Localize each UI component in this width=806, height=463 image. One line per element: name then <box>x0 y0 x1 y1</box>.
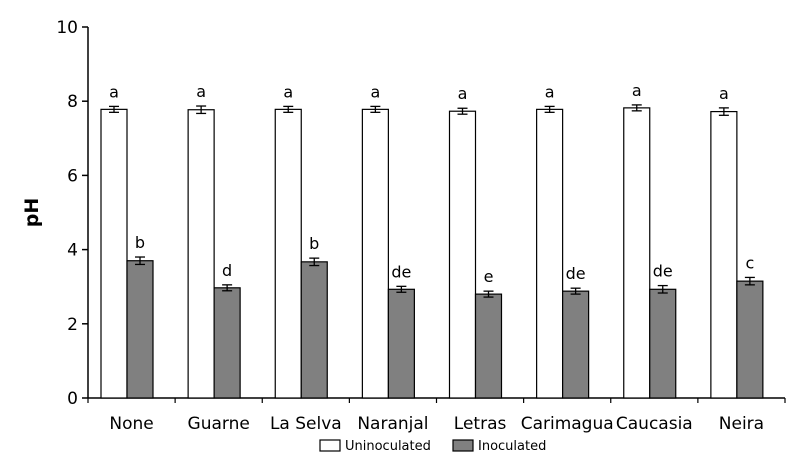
bar-inoculated <box>562 290 590 399</box>
y-tick-label: 8 <box>67 92 78 112</box>
bar-uninoculated <box>274 108 302 399</box>
significance-label: a <box>370 82 380 101</box>
significance-label: c <box>745 253 754 272</box>
bar-uninoculated <box>100 108 128 399</box>
legend-label: Uninoculated <box>345 439 431 454</box>
significance-label: de <box>391 262 411 281</box>
bar-inoculated <box>649 288 677 399</box>
bar-inoculated <box>300 261 328 399</box>
y-axis-label: pH <box>21 198 43 228</box>
significance-label: a <box>109 82 119 101</box>
significance-label: e <box>484 267 494 286</box>
bar-uninoculated <box>623 107 651 399</box>
y-tick-label: 0 <box>67 389 78 409</box>
bar-uninoculated <box>187 109 215 399</box>
significance-label: b <box>135 233 145 252</box>
bar-uninoculated <box>361 108 389 399</box>
bar-uninoculated <box>536 108 564 399</box>
y-tick-label: 6 <box>67 166 78 186</box>
bar-uninoculated <box>448 110 477 399</box>
significance-label: b <box>309 234 319 253</box>
bar-inoculated <box>213 287 241 399</box>
y-tick-label: 2 <box>67 315 78 335</box>
significance-label: a <box>196 82 206 101</box>
x-tick-label: None <box>109 414 153 434</box>
bar-inoculated <box>387 288 415 399</box>
x-tick-label: Letras <box>454 414 507 434</box>
bar-inoculated <box>736 280 764 399</box>
significance-label: a <box>719 84 729 103</box>
significance-label: d <box>222 261 232 280</box>
x-tick-label: Caucasia <box>616 414 693 434</box>
bar-inoculated <box>126 260 154 399</box>
significance-label: de <box>566 264 586 283</box>
y-tick-label: 4 <box>67 241 78 261</box>
legend-label: Inoculated <box>478 439 546 454</box>
legend-swatch <box>452 439 474 452</box>
significance-label: a <box>545 82 555 101</box>
significance-label: de <box>653 262 673 281</box>
y-tick-label: 10 <box>56 18 78 38</box>
x-tick-label: Carimagua <box>521 414 614 434</box>
significance-label: a <box>283 82 293 101</box>
legend-swatch <box>319 439 341 452</box>
significance-label: a <box>632 81 642 100</box>
x-tick-label: Neira <box>719 414 764 434</box>
x-tick-label: La Selva <box>270 414 342 434</box>
significance-label: a <box>458 84 468 103</box>
x-tick-label: Naranjal <box>357 414 428 434</box>
x-tick-label: Guarne <box>188 414 250 434</box>
bar-inoculated <box>474 293 503 399</box>
bar-uninoculated <box>710 110 738 399</box>
